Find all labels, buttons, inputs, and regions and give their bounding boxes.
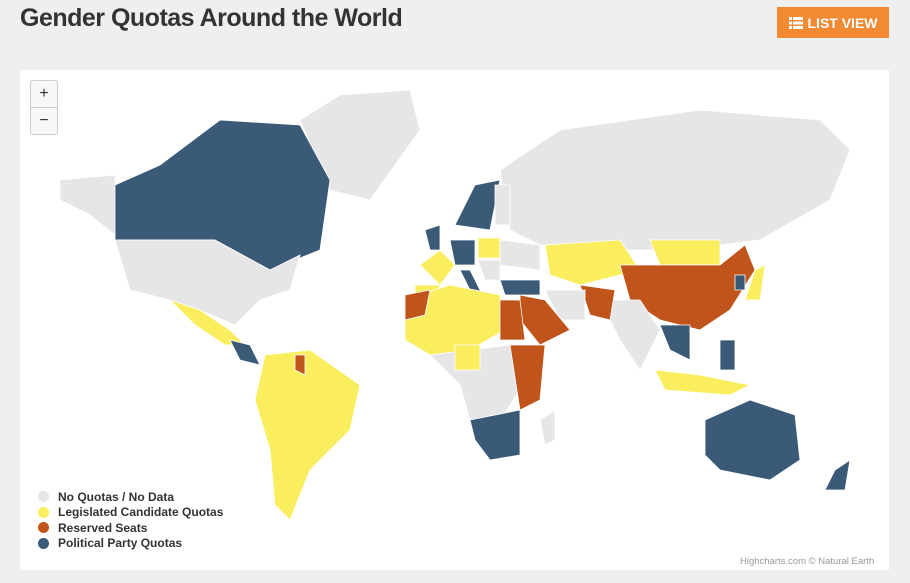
country-region[interactable] bbox=[719, 339, 736, 371]
country-region[interactable] bbox=[424, 224, 441, 251]
country-region[interactable] bbox=[599, 299, 661, 371]
zoom-in[interactable]: + bbox=[39, 85, 49, 102]
country-region[interactable] bbox=[499, 279, 541, 296]
legend-swatch bbox=[38, 537, 49, 549]
country-region[interactable] bbox=[539, 409, 556, 446]
country-region[interactable] bbox=[494, 184, 511, 226]
country-region[interactable] bbox=[654, 369, 752, 396]
legend-item[interactable]: Legislated Candidate Quotas bbox=[38, 505, 223, 521]
country-region[interactable] bbox=[477, 259, 501, 281]
zoom-out[interactable]: − bbox=[31, 107, 57, 134]
country-region[interactable] bbox=[114, 239, 301, 326]
country-region[interactable] bbox=[229, 339, 261, 366]
country-region[interactable] bbox=[649, 239, 721, 266]
list-view-button[interactable]: LIST VIEW bbox=[777, 7, 889, 38]
country-region[interactable] bbox=[704, 399, 801, 481]
legend-swatch bbox=[38, 522, 49, 534]
country-region[interactable] bbox=[824, 459, 851, 491]
country-region[interactable] bbox=[544, 289, 586, 321]
country-region[interactable] bbox=[454, 179, 501, 231]
page-title: Gender Quotas Around the World bbox=[20, 4, 403, 32]
country-region[interactable] bbox=[419, 249, 456, 286]
country-region[interactable] bbox=[469, 409, 521, 461]
legend: No Quotas / No Data Legislated Candidate … bbox=[38, 489, 223, 551]
country-region[interactable] bbox=[499, 299, 526, 341]
legend-swatch bbox=[38, 491, 49, 503]
country-region[interactable] bbox=[734, 274, 746, 291]
country-region[interactable] bbox=[579, 284, 616, 321]
legend-label: No Quotas / No Data bbox=[58, 489, 175, 504]
country-region[interactable] bbox=[499, 239, 541, 271]
country-region[interactable] bbox=[449, 239, 476, 266]
legend-label: Political Party Quotas bbox=[58, 536, 183, 551]
country-region[interactable] bbox=[454, 344, 481, 371]
legend-item[interactable]: Reserved Seats bbox=[38, 520, 223, 536]
country-region[interactable] bbox=[544, 239, 641, 286]
country-region[interactable] bbox=[294, 354, 306, 376]
country-region[interactable] bbox=[477, 237, 501, 259]
legend-item[interactable]: Political Party Quotas bbox=[38, 536, 223, 552]
legend-item[interactable]: No Quotas / No Data bbox=[38, 489, 223, 505]
legend-swatch bbox=[38, 506, 49, 518]
legend-label: Reserved Seats bbox=[58, 520, 148, 535]
country-region[interactable] bbox=[499, 109, 851, 251]
button-label: LIST VIEW bbox=[807, 14, 878, 31]
country-region[interactable] bbox=[509, 344, 546, 411]
list-icon bbox=[788, 16, 803, 29]
zoom-controls: + − bbox=[30, 80, 58, 135]
country-region[interactable] bbox=[744, 264, 766, 301]
country-region[interactable] bbox=[404, 289, 431, 321]
country-region[interactable] bbox=[659, 324, 691, 361]
country-region[interactable] bbox=[254, 349, 361, 521]
legend-label: Legislated Candidate Quotas bbox=[58, 505, 224, 520]
credits: Highcharts.com © Natural Earth bbox=[740, 556, 875, 567]
country-region[interactable] bbox=[299, 89, 421, 201]
country-region[interactable] bbox=[59, 174, 116, 236]
country-region[interactable] bbox=[404, 284, 506, 356]
